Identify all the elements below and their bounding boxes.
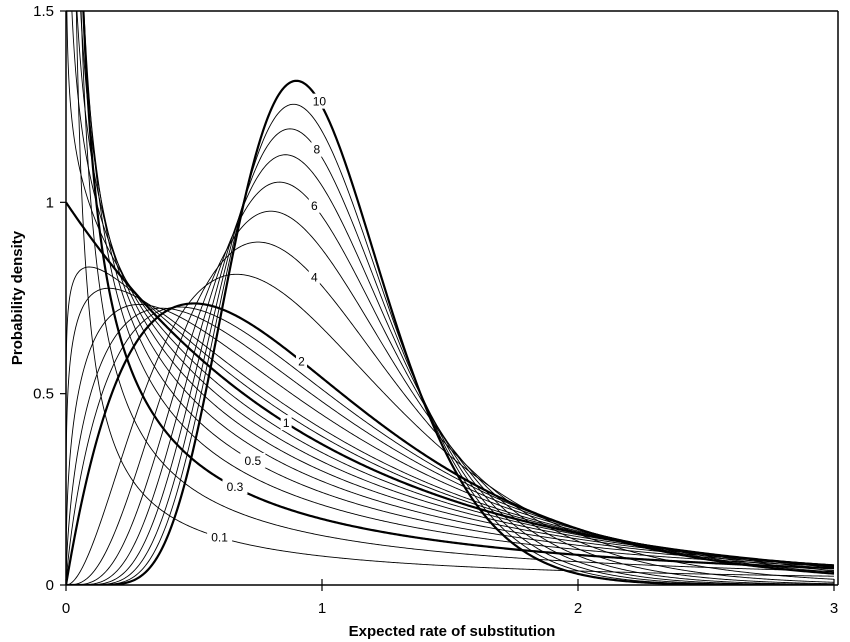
curve-label-6: 6 xyxy=(311,199,318,213)
curve-label-background xyxy=(222,479,248,495)
curve-label-background xyxy=(308,197,320,213)
curve-alpha-1-4 xyxy=(66,304,835,570)
curve-alpha-6 xyxy=(66,181,835,585)
curve-label-background xyxy=(280,415,292,431)
curve-alpha-1 xyxy=(66,201,835,568)
curves-group xyxy=(66,11,835,585)
x-axis-title: Expected rate of substitution xyxy=(349,623,556,640)
curve-label-background xyxy=(308,269,320,285)
curve-alpha-0-2 xyxy=(80,11,835,572)
curve-alpha-1-8 xyxy=(66,306,835,583)
y-tick-label: 1 xyxy=(46,194,54,211)
curve-alpha-9 xyxy=(66,103,834,585)
curve-alpha-1-2 xyxy=(66,287,835,568)
x-tick-label: 0 xyxy=(62,600,70,617)
curve-label-10: 10 xyxy=(313,95,327,109)
curve-alpha-2 xyxy=(66,302,835,585)
y-tick-label: 0.5 xyxy=(33,386,54,403)
curve-label-1: 1 xyxy=(283,416,290,430)
curve-alpha-10 xyxy=(66,79,834,585)
curve-label-background xyxy=(240,452,266,468)
x-tick-label: 2 xyxy=(574,600,582,617)
curve-label-4: 4 xyxy=(311,270,318,284)
curve-alpha-0-1 xyxy=(75,11,835,577)
curve-label-0-1: 0.1 xyxy=(211,530,228,544)
curve-label-0-3: 0.3 xyxy=(227,480,244,494)
curve-alpha-0-4 xyxy=(83,11,835,567)
curve-labels: 0.1 0.30.5 1 2 4 6 8 10 xyxy=(207,93,329,545)
curve-label-8: 8 xyxy=(314,143,321,157)
curve-alpha-1-6 xyxy=(66,307,835,576)
curve-alpha-8 xyxy=(66,128,834,585)
curve-label-background xyxy=(310,93,329,109)
y-axis-title: Probability density xyxy=(9,230,26,365)
curve-label-2: 2 xyxy=(298,354,305,368)
curve-alpha-5 xyxy=(66,210,835,585)
curve-alpha-0-3 xyxy=(82,11,835,570)
y-tick-label: 1.5 xyxy=(33,3,54,20)
curve-label-background xyxy=(311,141,323,157)
curve-label-background xyxy=(207,529,233,545)
curve-alpha-7 xyxy=(66,154,835,585)
x-tick-label: 1 xyxy=(318,600,326,617)
curve-alpha-3 xyxy=(66,273,835,585)
x-tick-label: 3 xyxy=(830,600,838,617)
curve-label-background xyxy=(296,353,308,369)
y-tick-label: 0 xyxy=(46,577,54,594)
curve-alpha-1-1 xyxy=(66,266,835,568)
axis-ticks: 0 0.5 1 1.5 0 1 2 3 xyxy=(33,3,838,617)
curve-label-0-5: 0.5 xyxy=(245,454,262,468)
